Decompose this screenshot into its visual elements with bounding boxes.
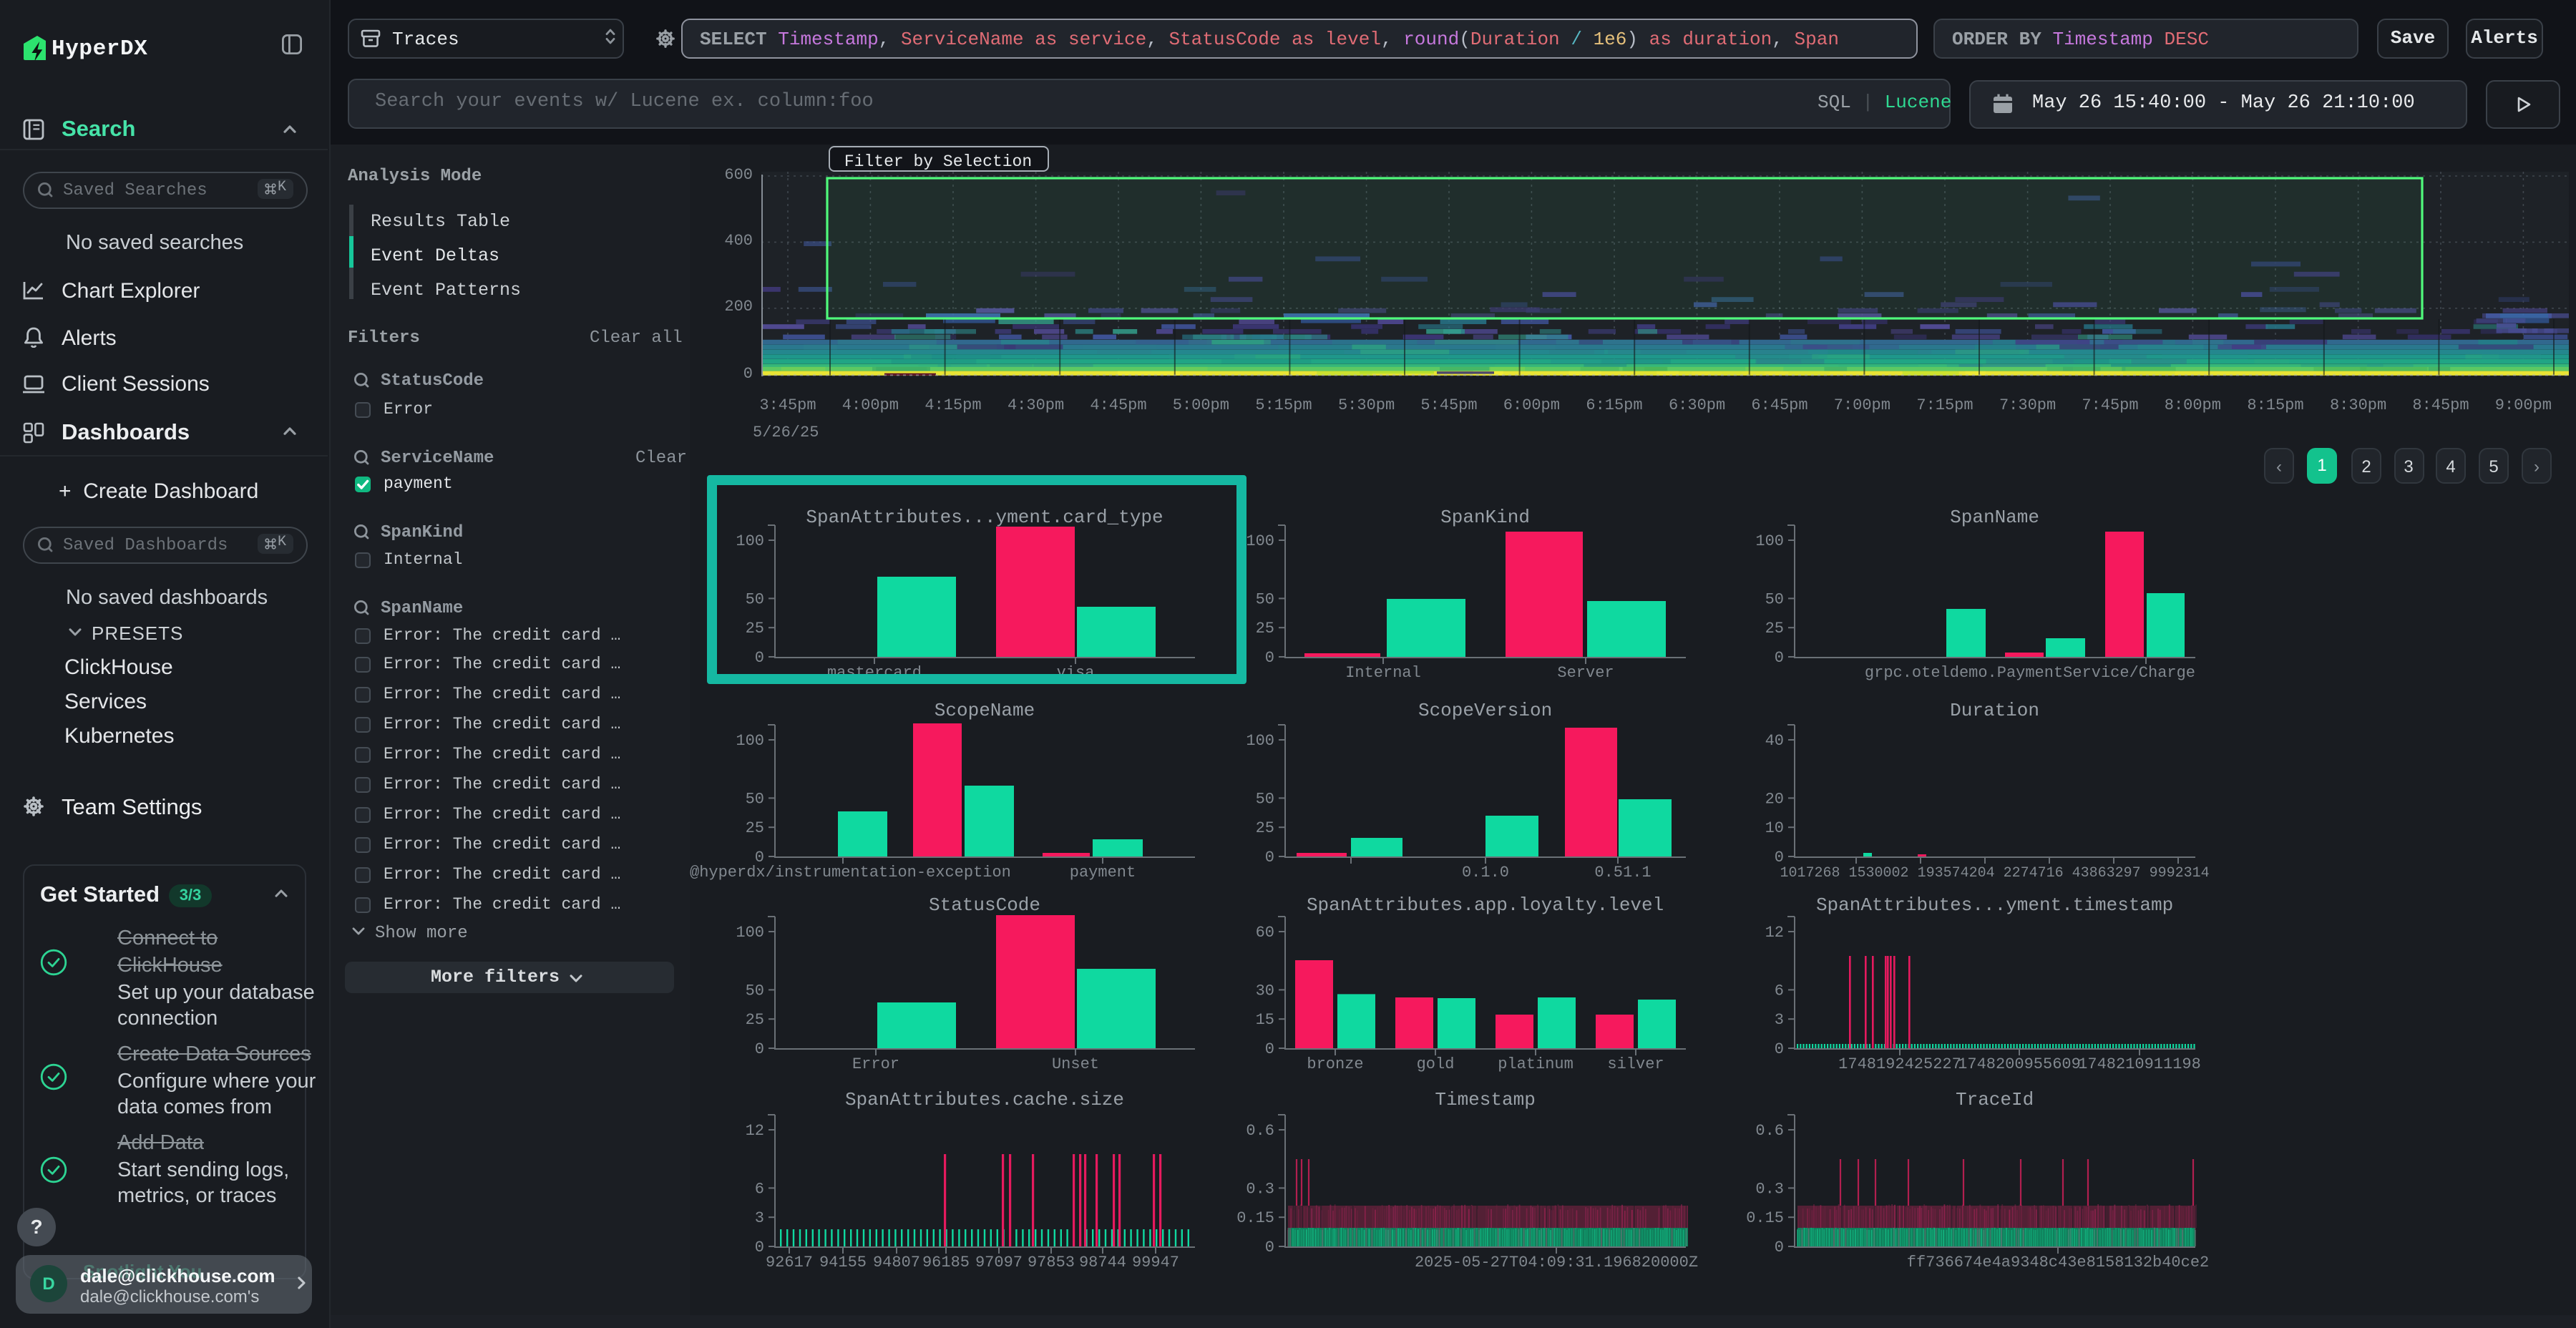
svg-text:97853: 97853 [1028, 1254, 1075, 1271]
svg-text:0: 0 [1265, 1040, 1274, 1058]
svg-text:92617: 92617 [766, 1254, 813, 1271]
svg-text:TraceId: TraceId [1956, 1089, 2034, 1110]
svg-text:25: 25 [1256, 819, 1274, 837]
svg-text:StatusCode: StatusCode [929, 894, 1040, 916]
svg-text:94807: 94807 [873, 1254, 920, 1271]
svg-text:50: 50 [1256, 790, 1274, 808]
svg-text:15: 15 [1256, 1011, 1274, 1029]
svg-text:6: 6 [1775, 982, 1784, 1000]
svg-text:1748200955609: 1748200955609 [1958, 1055, 2081, 1073]
svg-text:50: 50 [746, 790, 764, 808]
svg-text:6: 6 [755, 1180, 764, 1198]
svg-text:payment: payment [1070, 864, 1136, 882]
svg-text:0: 0 [1265, 849, 1274, 866]
svg-text:0.51.1: 0.51.1 [1594, 864, 1651, 882]
svg-text:Server: Server [1557, 664, 1614, 682]
svg-text:2025-05-27T04:09:31.196820000Z: 2025-05-27T04:09:31.196820000Z [1415, 1254, 1698, 1271]
svg-text:40: 40 [1765, 732, 1784, 750]
svg-text:60: 60 [1256, 924, 1274, 942]
svg-text:Duration: Duration [1950, 700, 2039, 721]
svg-text:platinum: platinum [1498, 1055, 1574, 1073]
svg-text:gold: gold [1417, 1055, 1455, 1073]
svg-text:1748192425227: 1748192425227 [1838, 1055, 1961, 1073]
svg-text:Timestamp: Timestamp [1435, 1089, 1535, 1110]
svg-text:1748210911198: 1748210911198 [2078, 1055, 2201, 1073]
svg-text:100: 100 [1755, 532, 1784, 550]
svg-text:0: 0 [1265, 649, 1274, 667]
svg-text:grpc.oteldemo.PaymentService/C: grpc.oteldemo.PaymentService/Charge [1865, 664, 2195, 682]
svg-text:25: 25 [1765, 620, 1784, 638]
svg-text:ff736674e4a9348c43e8158132b40c: ff736674e4a9348c43e8158132b40ce2 [1907, 1254, 2209, 1271]
svg-text:silver: silver [1607, 1055, 1664, 1073]
svg-text:100: 100 [736, 924, 764, 942]
svg-text:25: 25 [1256, 620, 1274, 638]
svg-text:0.1.0: 0.1.0 [1462, 864, 1509, 882]
svg-text:10: 10 [1765, 819, 1784, 837]
svg-text:SpanAttributes.app.loyalty.lev: SpanAttributes.app.loyalty.level [1307, 894, 1664, 916]
svg-text:20: 20 [1765, 790, 1784, 808]
svg-text:12: 12 [746, 1122, 764, 1140]
svg-text:Unset: Unset [1052, 1055, 1099, 1073]
svg-text:0.15: 0.15 [1746, 1209, 1784, 1227]
svg-text:100: 100 [1246, 532, 1274, 550]
svg-text:50: 50 [1256, 590, 1274, 608]
svg-text:bronze: bronze [1307, 1055, 1363, 1073]
svg-text:50: 50 [1765, 590, 1784, 608]
svg-text:Internal: Internal [1345, 664, 1421, 682]
svg-text:0.6: 0.6 [1246, 1122, 1274, 1140]
svg-text:ScopeVersion: ScopeVersion [1418, 700, 1552, 721]
svg-text:0: 0 [1775, 649, 1784, 667]
svg-text:Error: Error [852, 1055, 899, 1073]
svg-text:25: 25 [746, 620, 764, 638]
svg-text:SpanAttributes...yment.card_ty: SpanAttributes...yment.card_type [806, 507, 1163, 528]
svg-text:100: 100 [1246, 732, 1274, 750]
svg-text:0: 0 [1265, 1239, 1274, 1256]
svg-text:0: 0 [755, 1239, 764, 1256]
svg-text:12: 12 [1765, 924, 1784, 942]
svg-text:100: 100 [736, 732, 764, 750]
svg-text:0: 0 [1775, 1040, 1784, 1058]
svg-text:0.15: 0.15 [1236, 1209, 1274, 1227]
svg-text:96185: 96185 [922, 1254, 970, 1271]
svg-text:50: 50 [746, 590, 764, 608]
svg-text:0: 0 [1775, 849, 1784, 866]
svg-text:97097: 97097 [975, 1254, 1023, 1271]
svg-text:98744: 98744 [1079, 1254, 1126, 1271]
svg-text:25: 25 [746, 1011, 764, 1029]
svg-text:SpanAttributes.cache.size: SpanAttributes.cache.size [845, 1089, 1124, 1110]
svg-text:0: 0 [1775, 1239, 1784, 1256]
svg-text:0.3: 0.3 [1246, 1180, 1274, 1198]
svg-text:ScopeName: ScopeName [935, 700, 1035, 721]
svg-text:99947: 99947 [1132, 1254, 1179, 1271]
svg-text:0: 0 [755, 649, 764, 667]
svg-text:1017268 1530002 193574204 2274: 1017268 1530002 193574204 2274716 438632… [1780, 865, 2210, 882]
svg-text:50: 50 [746, 982, 764, 1000]
svg-text:3: 3 [1775, 1011, 1784, 1029]
svg-text:0.3: 0.3 [1755, 1180, 1784, 1198]
svg-text:3: 3 [755, 1209, 764, 1227]
svg-text:0: 0 [755, 1040, 764, 1058]
svg-text:25: 25 [746, 819, 764, 837]
svg-text:30: 30 [1256, 982, 1274, 1000]
svg-text:@hyperdx/instrumentation-excep: @hyperdx/instrumentation-exception [690, 864, 1011, 882]
svg-text:SpanAttributes...yment.timesta: SpanAttributes...yment.timestamp [1816, 894, 2173, 916]
svg-text:100: 100 [736, 532, 764, 550]
svg-text:0: 0 [755, 849, 764, 866]
svg-text:SpanName: SpanName [1950, 507, 2039, 528]
svg-text:0.6: 0.6 [1755, 1122, 1784, 1140]
svg-text:94155: 94155 [819, 1254, 867, 1271]
svg-text:SpanKind: SpanKind [1440, 507, 1530, 528]
